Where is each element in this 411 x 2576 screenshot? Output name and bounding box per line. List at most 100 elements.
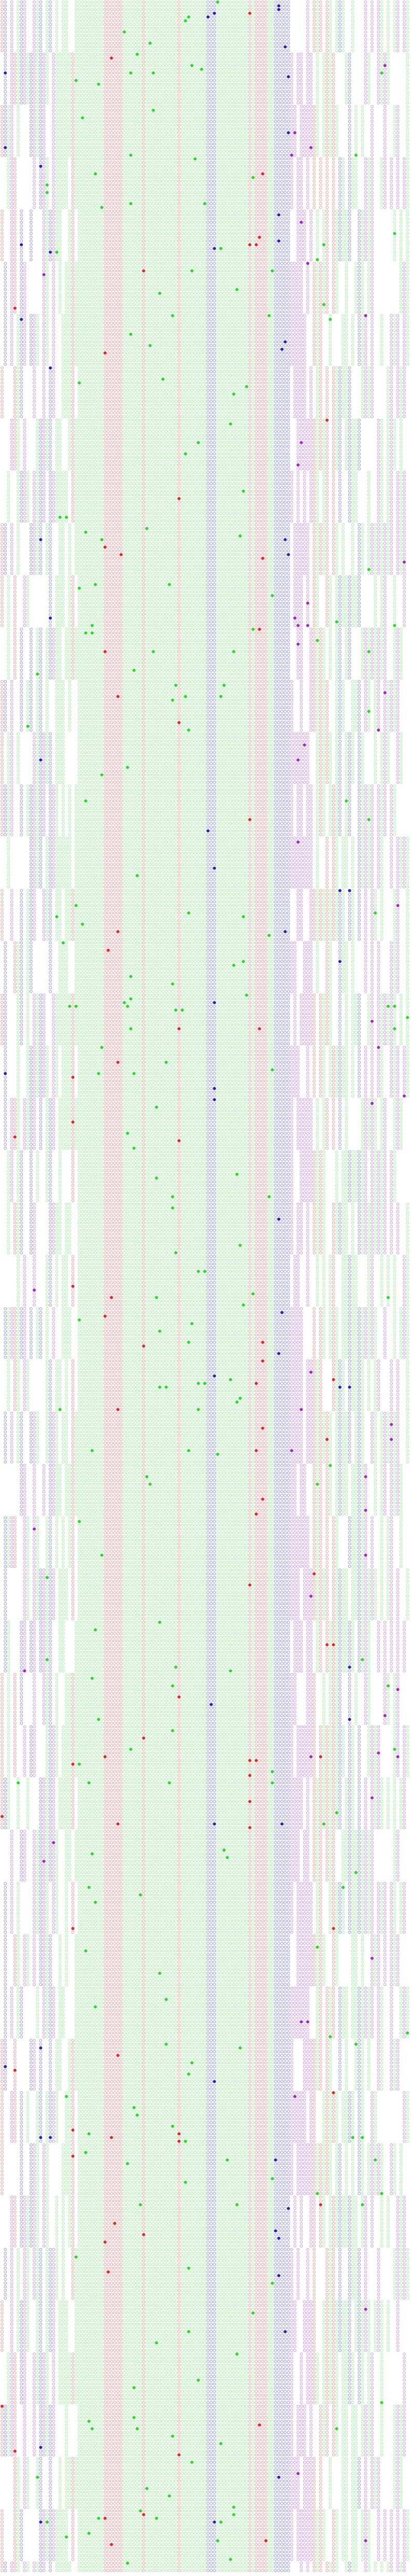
- ring-dot-mark: [210, 12, 213, 15]
- ring-dot-mark: [168, 68, 171, 71]
- ring-dot-mark: [65, 42, 68, 45]
- ring-dot-mark: [165, 68, 168, 71]
- ring-dot-mark: [23, 12, 26, 15]
- ring-dot-mark: [130, 76, 132, 78]
- ring-dot-mark: [20, 61, 23, 63]
- ring-dot-mark: [171, 38, 174, 41]
- ring-dot-mark: [265, 57, 267, 60]
- ring-dot-mark: [39, 79, 42, 82]
- ring-dot-mark: [117, 16, 119, 18]
- ring-dot-mark: [278, 61, 280, 63]
- ring-dot-mark: [107, 42, 109, 45]
- ring-dot-mark: [68, 57, 71, 60]
- ring-dot-mark: [91, 49, 93, 52]
- ring-dot-mark: [136, 31, 139, 33]
- ring-dot-mark: [287, 42, 290, 45]
- ring-dot-mark: [81, 16, 84, 18]
- ring-dot-mark: [332, 68, 335, 71]
- ring-dot-mark: [10, 27, 13, 30]
- ring-dot-mark: [155, 31, 158, 33]
- ring-dot-mark: [136, 27, 139, 30]
- ring-dot-mark: [307, 16, 309, 18]
- ring-dot-mark: [284, 34, 286, 37]
- ring-dot-mark: [17, 49, 20, 52]
- ring-dot-mark: [239, 8, 241, 11]
- ring-dot-mark: [220, 5, 222, 7]
- ring-dot-mark: [271, 53, 273, 55]
- ring-dot-mark: [98, 20, 100, 22]
- ring-dot-mark: [307, 64, 309, 67]
- ring-dot-mark: [62, 53, 64, 55]
- ring-dot-mark: [184, 49, 187, 52]
- ring-dot-mark: [120, 38, 122, 41]
- ring-dot-mark: [98, 72, 100, 74]
- ring-dot-mark: [107, 1, 109, 4]
- ring-dot-mark: [268, 16, 270, 18]
- ring-dot-mark: [133, 61, 135, 63]
- ring-dot-mark: [200, 38, 203, 41]
- ring-dot-mark: [13, 76, 16, 78]
- ring-dot-mark: [130, 68, 132, 71]
- ring-dot-mark: [136, 8, 139, 11]
- ring-dot-mark: [229, 5, 232, 7]
- ring-dot-mark: [245, 57, 248, 60]
- ring-dot-mark: [49, 27, 52, 30]
- ring-dot-mark: [249, 83, 251, 86]
- ring-dot-mark: [236, 34, 238, 37]
- ring-dot-mark: [149, 76, 152, 78]
- ring-dot-mark: [91, 42, 93, 45]
- ring-dot-mark: [207, 27, 209, 30]
- ring-dot-mark: [275, 57, 277, 60]
- ring-dot-mark: [181, 68, 184, 71]
- ring-dot-mark: [380, 79, 383, 82]
- ring-dot-mark: [107, 8, 109, 11]
- ring-dot-mark: [178, 83, 181, 86]
- ring-dot-mark: [75, 34, 77, 37]
- ring-dot-mark: [249, 1, 251, 4]
- ring-dot-mark: [229, 23, 232, 26]
- ring-dot-mark: [371, 8, 374, 11]
- ring-dot-mark: [39, 76, 42, 78]
- ring-dot-mark: [46, 8, 48, 11]
- ring-dot-mark: [403, 42, 406, 45]
- ring-dot-mark: [23, 8, 26, 11]
- ring-dot-mark: [271, 12, 273, 15]
- ring-dot-mark: [275, 49, 277, 52]
- ring-dot-mark: [23, 38, 26, 41]
- ring-dot-mark: [30, 61, 32, 63]
- ring-dot-mark: [178, 16, 181, 18]
- ring-dot-mark: [139, 61, 142, 63]
- ring-dot-mark: [171, 23, 174, 26]
- ring-dot-mark: [364, 5, 367, 7]
- ring-dot-mark: [351, 31, 354, 33]
- ring-dot-mark: [213, 49, 216, 52]
- ring-dot-mark: [98, 42, 100, 45]
- ring-dot-mark: [174, 16, 177, 18]
- ring-dot-mark: [207, 49, 209, 52]
- ring-dot-mark: [184, 34, 187, 37]
- ring-dot-mark: [187, 1, 190, 4]
- ring-dot-mark: [149, 23, 152, 26]
- ring-dot-mark: [236, 1, 238, 4]
- ring-dot-mark: [265, 20, 267, 22]
- ring-dot-mark: [75, 38, 77, 41]
- ring-dot-mark: [98, 76, 100, 78]
- ring-dot-mark: [226, 61, 229, 63]
- ring-dot-mark: [88, 83, 90, 86]
- ring-dot-mark: [49, 23, 52, 26]
- ring-dot-mark: [258, 31, 261, 33]
- ring-dot-mark: [345, 72, 348, 74]
- ring-dot-mark: [91, 46, 93, 48]
- ring-dot-mark: [229, 16, 232, 18]
- ring-dot-mark: [387, 23, 390, 26]
- ring-dot-mark: [252, 27, 254, 30]
- ring-dot-mark: [162, 64, 165, 67]
- ring-dot-mark: [335, 20, 338, 22]
- ring-dot-mark: [275, 1, 277, 4]
- ring-dot-mark: [78, 8, 80, 11]
- ring-dot-mark: [62, 46, 64, 48]
- ring-dot-mark: [307, 57, 309, 60]
- ring-dot-mark: [287, 49, 290, 52]
- ring-dot-mark: [104, 49, 106, 52]
- ring-dot-mark: [213, 46, 216, 48]
